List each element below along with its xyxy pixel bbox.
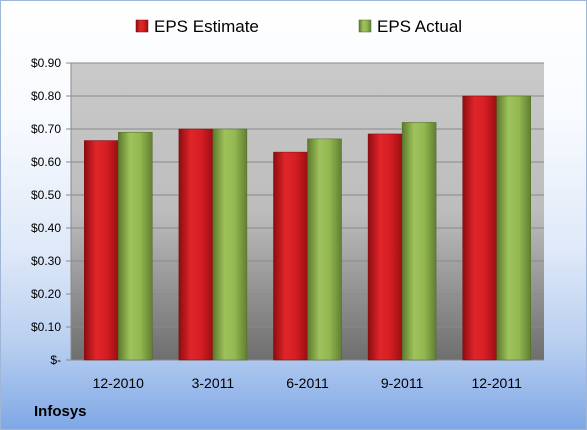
- bar-eps-estimate-12-2010: [84, 140, 119, 361]
- bar-eps-estimate-9-2011: [367, 133, 403, 361]
- legend-swatch-eps-estimate: [135, 19, 149, 33]
- legend-label-eps-actual: EPS Actual: [377, 17, 462, 36]
- y-tick-label: $0.10: [31, 320, 61, 334]
- y-tick-label: $0.40: [31, 221, 61, 235]
- legend-label-eps-estimate: EPS Estimate: [154, 17, 259, 36]
- company-name: Infosys: [34, 403, 87, 420]
- y-tick-label: $0.70: [31, 122, 61, 136]
- bar-eps-actual-6-2011: [307, 138, 342, 361]
- x-axis-ticks: 12-2010 3-2011 6-2011 9-2011 12-2011: [93, 375, 522, 391]
- bar-eps-estimate-3-2011: [178, 128, 214, 361]
- x-tick-label: 12-2011: [472, 375, 523, 391]
- x-tick-label: 3-2011: [192, 375, 235, 391]
- x-tick-label: 12-2010: [93, 375, 145, 391]
- y-tick-label: $0.80: [31, 89, 61, 103]
- bar-eps-actual-9-2011: [401, 122, 437, 361]
- bar-eps-actual-12-2011: [496, 95, 531, 361]
- y-tick-label: $0.30: [31, 254, 61, 268]
- bars: [84, 95, 531, 361]
- bar-eps-estimate-6-2011: [273, 151, 308, 361]
- bar-eps-actual-3-2011: [212, 128, 248, 361]
- x-tick-label: 6-2011: [286, 375, 329, 391]
- bar-eps-actual-12-2010: [118, 132, 153, 361]
- y-axis-ticks: $0.90 $0.80 $0.70 $0.60 $0.50 $0.40 $0.30 $0.20…: [31, 56, 72, 367]
- legend: EPS Estimate EPS Actual: [135, 17, 462, 36]
- y-tick-label: $0.20: [31, 287, 61, 301]
- legend-swatch-eps-actual: [358, 19, 372, 33]
- y-tick-label: $0.90: [31, 56, 61, 70]
- y-tick-label: $0.50: [31, 188, 61, 202]
- x-tick-label: 9-2011: [381, 375, 424, 391]
- y-tick-label: $0.60: [31, 155, 61, 169]
- bar-eps-estimate-12-2011: [462, 95, 497, 361]
- y-tick-label: $-: [50, 353, 61, 367]
